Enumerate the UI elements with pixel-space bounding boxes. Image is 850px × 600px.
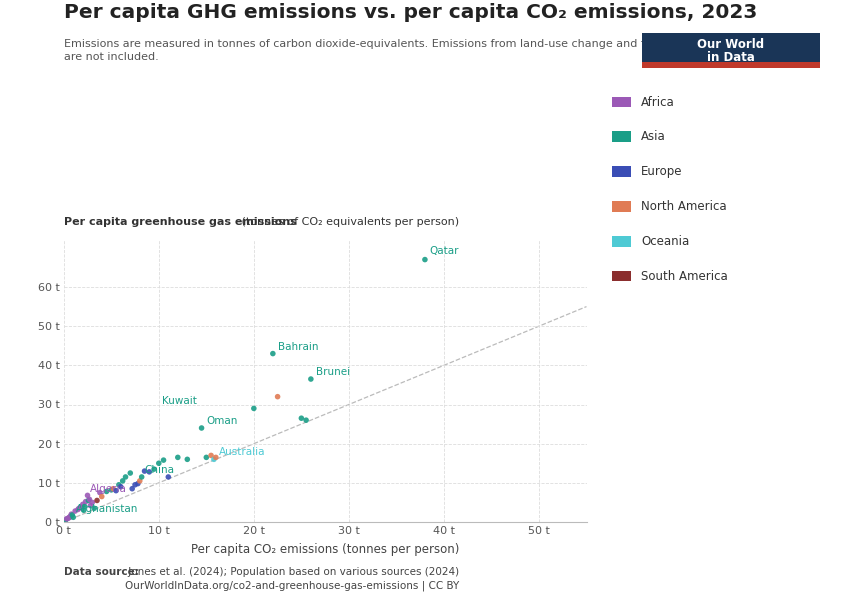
Point: [106, 484, 120, 494]
Point: [418, 255, 432, 265]
Point: [79, 497, 93, 506]
Point: [123, 468, 137, 478]
Point: [93, 488, 106, 497]
Text: South America: South America: [641, 269, 728, 283]
Point: [83, 501, 97, 511]
Point: [76, 500, 89, 509]
Point: [299, 415, 313, 425]
Text: in Data: in Data: [707, 51, 755, 64]
Point: [204, 451, 218, 460]
Text: Qatar: Qatar: [429, 247, 459, 256]
Text: Afghanistan: Afghanistan: [76, 504, 139, 514]
Text: Australia: Australia: [218, 448, 265, 457]
Point: [180, 455, 194, 464]
Text: China: China: [144, 465, 174, 475]
Point: [126, 484, 139, 494]
Point: [62, 513, 76, 523]
Point: [86, 497, 99, 507]
Point: [99, 487, 113, 496]
Text: Bahrain: Bahrain: [278, 341, 318, 352]
Point: [156, 455, 170, 465]
Text: Oman: Oman: [207, 416, 238, 426]
Point: [65, 509, 78, 519]
Point: [116, 476, 129, 485]
Text: Emissions are measured in tonnes of carbon dioxide-equivalents. Emissions from l: Emissions are measured in tonnes of carb…: [64, 39, 684, 62]
Point: [74, 502, 88, 512]
Point: [195, 423, 208, 433]
Point: [138, 466, 151, 476]
Point: [109, 486, 122, 496]
Text: Africa: Africa: [641, 95, 675, 109]
Point: [133, 476, 146, 485]
Point: [147, 464, 161, 474]
Point: [64, 511, 77, 521]
Text: Asia: Asia: [641, 130, 666, 143]
Point: [271, 392, 285, 401]
Text: Per capita GHG emissions vs. per capita CO₂ emissions, 2023: Per capita GHG emissions vs. per capita …: [64, 3, 757, 22]
Point: [162, 472, 175, 482]
Point: [105, 485, 118, 494]
Point: [59, 515, 72, 525]
Point: [90, 496, 104, 505]
Point: [71, 505, 85, 514]
Point: [295, 413, 309, 423]
Text: Europe: Europe: [641, 165, 683, 178]
Text: Oceania: Oceania: [641, 235, 689, 248]
Point: [68, 506, 82, 516]
Point: [304, 374, 318, 384]
Point: [207, 455, 221, 464]
Text: Per capita greenhouse gas emissions: Per capita greenhouse gas emissions: [64, 217, 297, 227]
Point: [88, 503, 101, 513]
Text: Our World: Our World: [698, 38, 764, 50]
Point: [63, 512, 76, 522]
Text: (tonnes of CO₂ equivalents per person): (tonnes of CO₂ equivalents per person): [238, 217, 459, 227]
Point: [114, 482, 128, 491]
Point: [72, 503, 86, 513]
Point: [65, 510, 79, 520]
Point: [60, 514, 73, 524]
Text: Kuwait: Kuwait: [162, 397, 197, 406]
Point: [200, 452, 213, 462]
Text: Brunei: Brunei: [315, 367, 349, 377]
Text: North America: North America: [641, 200, 727, 213]
Point: [128, 480, 142, 490]
Text: Data source:: Data source:: [64, 567, 139, 577]
Point: [266, 349, 280, 358]
Point: [171, 452, 184, 462]
Point: [131, 479, 145, 488]
Point: [135, 472, 149, 482]
Point: [112, 480, 126, 490]
Point: [81, 491, 94, 500]
Point: [209, 452, 223, 462]
Point: [66, 512, 80, 522]
Point: [78, 502, 92, 511]
Text: Algeria: Algeria: [90, 484, 128, 494]
Point: [143, 467, 156, 476]
Point: [82, 496, 95, 505]
Point: [119, 472, 133, 482]
Point: [76, 505, 90, 515]
Point: [247, 404, 261, 413]
X-axis label: Per capita CO₂ emissions (tonnes per person): Per capita CO₂ emissions (tonnes per per…: [191, 543, 459, 556]
Point: [82, 494, 96, 504]
Point: [95, 492, 109, 502]
Point: [152, 458, 166, 468]
Text: Jones et al. (2024); Population based on various sources (2024)
OurWorldInData.o: Jones et al. (2024); Population based on…: [125, 567, 459, 590]
Point: [60, 514, 74, 523]
